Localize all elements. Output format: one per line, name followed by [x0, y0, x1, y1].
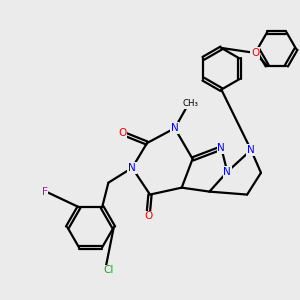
Text: CH₃: CH₃ — [183, 99, 199, 108]
Text: N: N — [247, 145, 255, 155]
Text: N: N — [218, 143, 225, 153]
Text: N: N — [171, 123, 178, 133]
Text: F: F — [41, 187, 47, 196]
Text: O: O — [144, 212, 152, 221]
Text: O: O — [251, 48, 259, 58]
Text: N: N — [224, 167, 231, 177]
Text: Cl: Cl — [103, 266, 114, 275]
Text: N: N — [128, 163, 136, 173]
Text: O: O — [118, 128, 126, 138]
